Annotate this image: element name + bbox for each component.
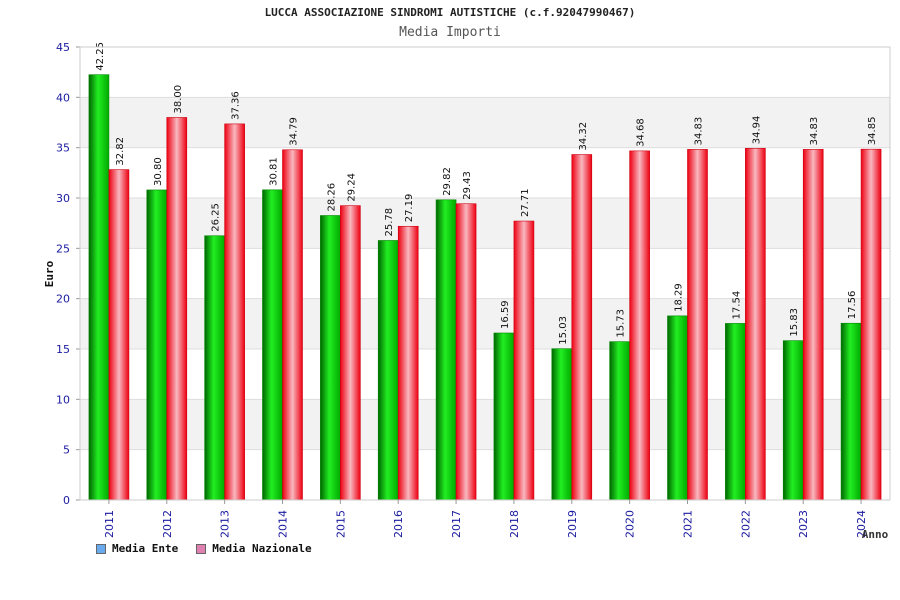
data-label: 34.83	[809, 117, 820, 146]
y-tick-label: 15	[56, 343, 70, 356]
x-tick-label: 2013	[219, 510, 232, 538]
x-tick-label: 2020	[624, 510, 637, 538]
bar-nazionale	[455, 203, 477, 501]
data-label: 32.82	[115, 137, 126, 166]
data-label: 34.79	[289, 117, 300, 146]
data-label: 17.54	[731, 291, 742, 320]
bar-nazionale	[629, 150, 650, 501]
data-label: 18.29	[674, 283, 685, 312]
data-label: 15.03	[558, 316, 569, 345]
y-tick-label: 20	[56, 293, 70, 306]
x-tick-label: 2022	[739, 510, 752, 538]
bar-ente	[782, 340, 804, 501]
bar-nazionale	[687, 149, 708, 501]
data-label: 34.32	[578, 122, 589, 151]
legend-swatch-nazionale	[196, 543, 207, 554]
y-tick-label: 45	[56, 41, 70, 54]
data-label: 26.25	[211, 203, 222, 232]
legend: Media Ente Media Nazionale	[96, 542, 312, 555]
x-tick-label: 2024	[855, 510, 868, 538]
data-label: 42.25	[95, 42, 106, 71]
data-label: 34.85	[867, 117, 878, 146]
bar-nazionale	[108, 169, 130, 501]
y-tick-label: 0	[63, 494, 70, 507]
bar-ente	[204, 235, 225, 501]
grid-band	[80, 298, 890, 349]
x-tick-label: 2015	[334, 510, 347, 538]
bar-ente	[377, 240, 399, 501]
chart-subtitle: Media Importi	[399, 25, 501, 40]
data-label: 27.19	[404, 194, 415, 223]
legend-label-ente: Media Ente	[112, 542, 179, 555]
x-tick-label: 2014	[277, 510, 290, 538]
bar-nazionale	[166, 117, 188, 501]
x-tick-label: 2019	[566, 510, 579, 538]
x-tick-label: 2011	[103, 510, 116, 538]
data-label: 34.68	[636, 118, 647, 147]
bar-ente	[320, 215, 341, 501]
bar-ente	[840, 322, 862, 501]
x-tick-label: 2012	[161, 510, 174, 538]
bar-nazionale	[282, 149, 303, 501]
y-axis-label: Euro	[43, 260, 56, 287]
x-axis-label: Anno	[862, 528, 889, 541]
legend-item-nazionale: Media Nazionale	[196, 542, 312, 555]
data-label: 34.94	[751, 116, 762, 145]
plot-frame	[79, 46, 891, 501]
data-label: 29.24	[346, 173, 357, 202]
bar-nazionale	[224, 123, 245, 501]
data-label: 38.00	[173, 85, 184, 114]
bar-ente	[435, 199, 457, 501]
x-tick-label: 2017	[450, 510, 463, 538]
data-label: 34.83	[694, 117, 705, 146]
chart-title: LUCCA ASSOCIAZIONE SINDROMI AUTISTICHE (…	[264, 6, 636, 19]
bar-nazionale	[860, 148, 882, 501]
grid-band	[80, 198, 890, 249]
bar-nazionale	[571, 154, 593, 501]
y-tick-label: 10	[56, 393, 70, 406]
legend-label-nazionale: Media Nazionale	[212, 542, 312, 555]
y-tick-label: 5	[63, 444, 70, 457]
bar-nazionale	[745, 147, 766, 501]
bar-ente	[609, 341, 630, 501]
data-label: 29.82	[442, 167, 453, 196]
legend-item-ente: Media Ente	[96, 542, 178, 555]
data-label: 37.36	[231, 91, 242, 120]
bar-ente	[667, 315, 688, 501]
y-tick-label: 30	[56, 192, 70, 205]
y-tick-label: 40	[56, 91, 70, 104]
y-tick-label: 35	[56, 142, 70, 155]
data-label: 16.59	[500, 300, 511, 329]
data-label: 27.71	[520, 188, 531, 217]
data-label: 25.78	[384, 208, 395, 237]
grid-band	[80, 399, 890, 450]
bar-nazionale	[340, 205, 361, 501]
bar-ente	[551, 348, 573, 501]
bar-ente	[262, 189, 283, 501]
bar-nazionale	[513, 220, 535, 501]
grid-band	[80, 97, 890, 148]
x-tick-label: 2023	[797, 510, 810, 538]
bar-ente	[146, 189, 168, 501]
x-tick-label: 2018	[508, 510, 521, 538]
data-label: 15.83	[789, 308, 800, 337]
bar-ente	[493, 332, 515, 501]
bar-ente	[725, 323, 746, 501]
bar-nazionale	[802, 149, 824, 501]
bar-ente	[88, 74, 110, 501]
data-label: 30.81	[269, 157, 280, 186]
data-label: 28.26	[326, 183, 337, 212]
x-tick-label: 2021	[682, 510, 695, 538]
legend-swatch-ente	[96, 543, 106, 554]
data-label: 17.56	[847, 291, 858, 320]
x-tick-label: 2016	[392, 510, 405, 538]
data-label: 30.80	[153, 157, 164, 186]
data-label: 29.43	[462, 171, 473, 200]
y-tick-label: 25	[56, 242, 70, 255]
bar-nazionale	[397, 225, 419, 501]
data-label: 15.73	[616, 309, 627, 338]
